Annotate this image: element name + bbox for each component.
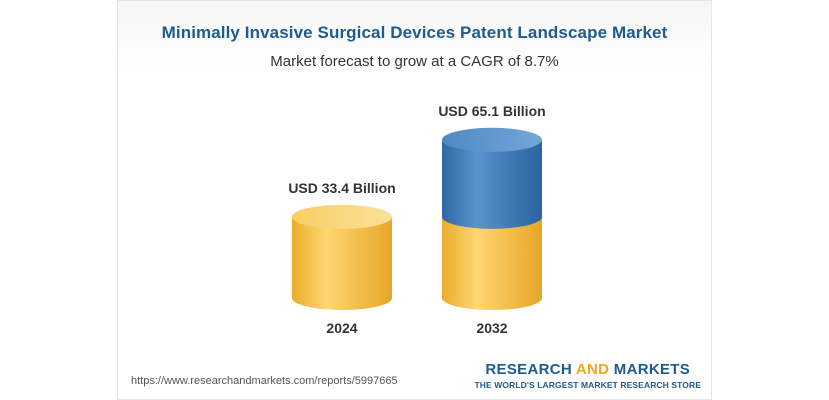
bar-2032-base-body (442, 216, 542, 310)
brand-name-accent: AND (575, 361, 610, 378)
brand-name: RESEARCH AND MARKETS (475, 361, 702, 378)
value-label-2032: USD 65.1 Billion (438, 103, 545, 119)
bar-2024 (292, 204, 392, 310)
bar-2032-growth (442, 127, 542, 229)
bar-2032-growth-body (442, 139, 542, 229)
bar-2024-body (292, 216, 392, 310)
category-label-2032: 2032 (476, 320, 507, 336)
chart-title: Minimally Invasive Surgical Devices Pate… (161, 23, 668, 42)
brand-tagline: THE WORLD'S LARGEST MARKET RESEARCH STOR… (474, 380, 701, 390)
bar-2032-base (442, 216, 542, 310)
chart-plot: USD 33.4 Billion 2024 USD 65.1 Billion 2032 (288, 103, 545, 336)
brand-name-part3: MARKETS (609, 361, 691, 378)
source-url: https://www.researchandmarkets.com/repor… (131, 375, 398, 387)
value-label-2024: USD 33.4 Billion (288, 180, 395, 196)
bar-2032-growth-top (442, 127, 542, 152)
brand-name-part1: RESEARCH (485, 361, 576, 378)
brand-logo: RESEARCH AND MARKETS THE WORLD'S LARGEST… (475, 361, 702, 390)
category-label-2024: 2024 (326, 320, 357, 336)
chart-card: Minimally Invasive Surgical Devices Pate… (117, 0, 712, 400)
bar-2024-top (292, 204, 392, 229)
chart-subtitle: Market forecast to grow at a CAGR of 8.7… (270, 53, 559, 70)
